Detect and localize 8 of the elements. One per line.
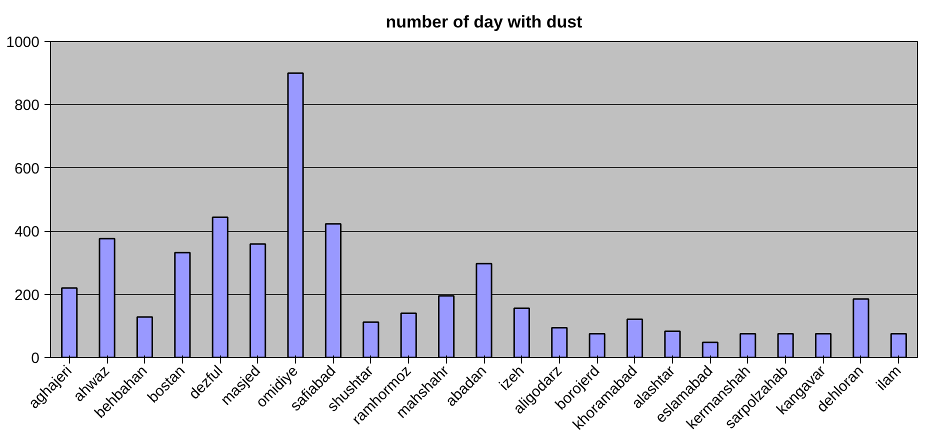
y-tick-label: 400 xyxy=(14,224,40,241)
y-tick-label: 600 xyxy=(14,160,40,178)
chart-title: number of day with dust xyxy=(386,12,583,32)
x-tick-label: ilam xyxy=(873,362,905,394)
y-tick-label: 1000 xyxy=(6,34,40,51)
y-tick-label: 0 xyxy=(31,350,40,367)
y-tick-label: 800 xyxy=(14,97,40,114)
y-tick-label: 200 xyxy=(14,286,40,304)
